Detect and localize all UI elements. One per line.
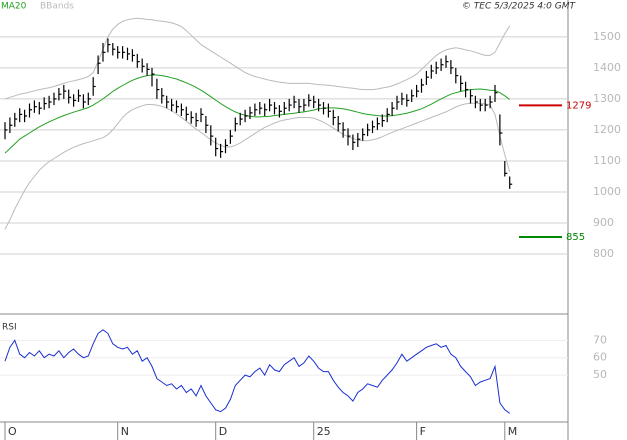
y-tick-label: 1100: [593, 154, 621, 167]
ma20-line: [4, 74, 511, 154]
y-tick-label: 1300: [593, 92, 621, 105]
x-tick-label: F: [420, 425, 426, 438]
legend-bbands: BBands: [40, 2, 74, 12]
x-tick-label: 25: [317, 425, 331, 438]
y-tick-label: 1500: [593, 30, 621, 43]
y-tick-label: 800: [593, 247, 614, 260]
bband-upper: [4, 17, 511, 100]
y-tick-label: 50: [593, 368, 607, 381]
x-tick-label: N: [121, 425, 129, 438]
x-tick-label: M: [508, 425, 518, 438]
rsi-line: [4, 329, 510, 414]
legend-ma20: MA20: [1, 2, 27, 12]
x-tick-label: D: [219, 425, 227, 438]
level-label: 855: [566, 232, 585, 243]
x-tick-label: O: [8, 425, 17, 438]
y-tick-label: 1000: [593, 185, 621, 198]
y-tick-label: 900: [593, 216, 614, 229]
rsi-title: RSI: [2, 323, 17, 333]
bband-lower: [4, 102, 511, 230]
y-tick-label: 1400: [593, 61, 621, 74]
source: © TEC 5/3/2025 4:0 GMT: [462, 2, 577, 12]
y-tick-label: 70: [593, 333, 607, 346]
y-tick-label: 1200: [593, 123, 621, 136]
level-label: 1279: [566, 100, 591, 111]
y-tick-label: 60: [593, 351, 607, 364]
